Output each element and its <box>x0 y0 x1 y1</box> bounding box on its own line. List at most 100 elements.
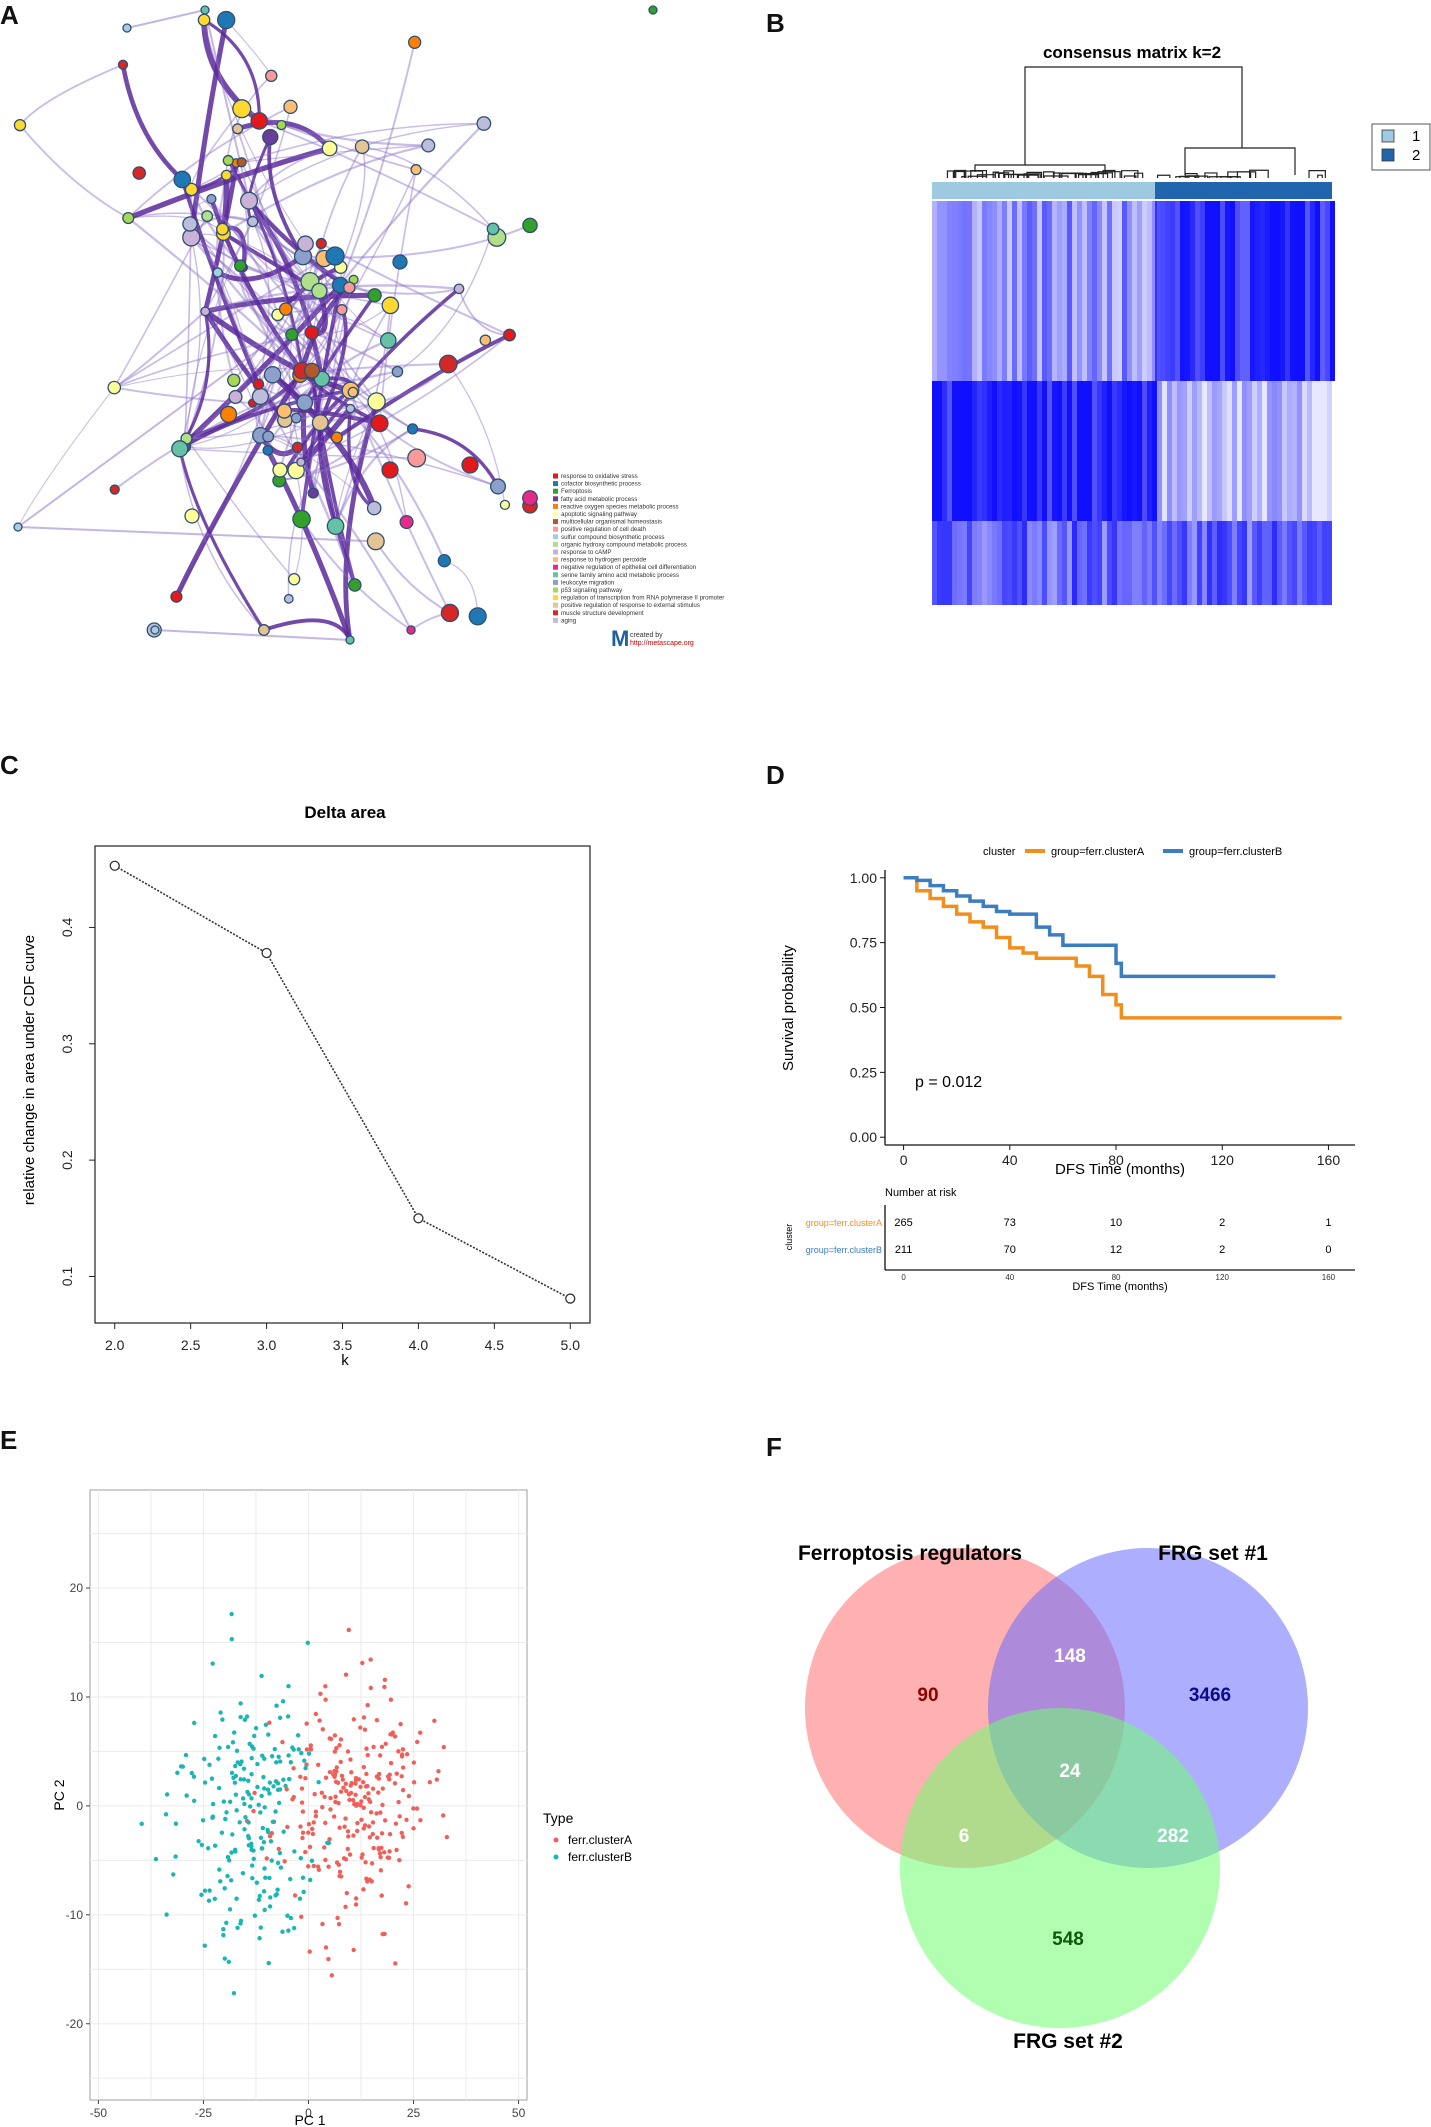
scatter-point <box>297 1896 303 1901</box>
network-edge <box>203 309 352 394</box>
scatter-point <box>212 1843 218 1848</box>
scatter-point <box>164 1792 170 1797</box>
scatter-point <box>202 1943 207 1948</box>
scatter-point <box>308 1743 314 1748</box>
network-node <box>184 508 200 524</box>
network-node <box>283 593 294 604</box>
heatmap-cell <box>937 381 942 521</box>
scatter-point <box>222 1886 227 1891</box>
scatter-point <box>406 1793 412 1799</box>
heatmap-cell <box>1022 381 1027 521</box>
region-count: 548 <box>1052 1929 1084 1950</box>
scatter-point <box>272 1746 277 1752</box>
scatter-point <box>164 1912 169 1917</box>
heatmap-cell <box>1032 521 1037 605</box>
scatter-point <box>184 1793 189 1798</box>
scatter-point <box>393 1961 398 1966</box>
heatmap-cell <box>1062 201 1067 381</box>
scatter-point <box>261 1889 267 1894</box>
dendro-branch <box>1308 170 1326 178</box>
scatter-point <box>238 1701 243 1706</box>
network-edge <box>247 199 325 380</box>
network-node <box>212 267 223 278</box>
dendro-branch <box>946 170 957 178</box>
scatter-point <box>325 1840 330 1846</box>
x-axis-label: k <box>341 1352 349 1369</box>
scatter-point <box>382 1677 388 1683</box>
heatmap-cell <box>1022 521 1027 605</box>
scatter-point <box>238 1777 243 1782</box>
scatter-point <box>252 1790 257 1796</box>
heatmap-cell <box>1092 201 1097 381</box>
scatter-point <box>240 1796 246 1801</box>
scatter-point <box>340 1777 346 1782</box>
legend-swatch <box>553 549 558 555</box>
network-node <box>348 578 362 592</box>
heatmap-cell <box>1072 521 1077 605</box>
heatmap-cell <box>1157 381 1162 521</box>
heatmap-cell <box>962 521 967 605</box>
network-edge <box>299 287 461 464</box>
network-edge <box>300 334 511 463</box>
scatter-point <box>269 1831 275 1836</box>
heatmap-cell <box>1240 201 1245 381</box>
scatter-point <box>396 1749 401 1754</box>
heatmap-cell <box>1012 521 1017 605</box>
y-axis-label: PC 2 <box>51 1779 67 1810</box>
heatmap-cell <box>997 521 1002 605</box>
scatter-point <box>290 1745 295 1750</box>
scatter-point <box>209 1776 215 1781</box>
scatter-point <box>396 1799 401 1805</box>
network-node <box>200 5 210 15</box>
scatter-point <box>371 1744 376 1750</box>
heatmap-cell <box>1087 521 1092 605</box>
scatter-point <box>303 1766 308 1771</box>
heatmap-cell <box>1222 521 1227 605</box>
scatter-point <box>205 1846 211 1851</box>
scatter-point <box>276 1800 282 1806</box>
heatmap-cell <box>1242 521 1247 605</box>
heatmap-cell <box>942 521 947 605</box>
scatter-point <box>183 1752 189 1758</box>
legend-box <box>1371 123 1431 171</box>
network-edge <box>185 438 295 580</box>
heatmap-cell <box>1122 521 1127 605</box>
network-edge <box>349 286 460 295</box>
scatter-point <box>217 1867 222 1872</box>
region-count: 148 <box>1054 1646 1086 1667</box>
scatter-point <box>199 1892 204 1898</box>
scatter-point <box>265 1787 271 1792</box>
network-node <box>379 332 397 349</box>
scatter-point <box>274 1703 279 1708</box>
network-edge <box>185 221 254 439</box>
scatter-point <box>362 1727 368 1732</box>
scatter-point <box>219 1830 225 1835</box>
scatter-point <box>338 1789 344 1794</box>
scatter-point <box>370 1820 376 1825</box>
credit-url: http://metascape.org <box>630 640 694 647</box>
network-edge <box>335 333 511 440</box>
scatter-point <box>250 1863 255 1868</box>
scatter-point <box>265 1827 270 1833</box>
network-node <box>303 362 320 379</box>
network-edge <box>300 402 316 494</box>
scatter-point <box>267 1780 273 1785</box>
heatmap-cell <box>1310 201 1315 381</box>
heatmap-cell <box>1322 521 1327 605</box>
dendro-branch <box>998 172 1005 178</box>
scatter-point <box>247 1741 252 1746</box>
heatmap-cell <box>987 381 992 521</box>
heatmap-cell <box>1280 201 1285 381</box>
network-node <box>407 35 422 49</box>
scatter-point <box>249 1772 254 1777</box>
scatter-point <box>361 1715 367 1720</box>
scatter-point <box>276 1754 281 1759</box>
network-node <box>440 603 460 623</box>
heatmap-cell <box>1257 381 1262 521</box>
risk-x-tick-label: 160 <box>1322 1273 1336 1282</box>
network-node <box>122 23 132 33</box>
scatter-point <box>313 1711 319 1717</box>
scatter-point <box>262 1756 267 1761</box>
scatter-point <box>287 1776 292 1782</box>
heatmap-legend: 12 <box>1371 123 1431 171</box>
